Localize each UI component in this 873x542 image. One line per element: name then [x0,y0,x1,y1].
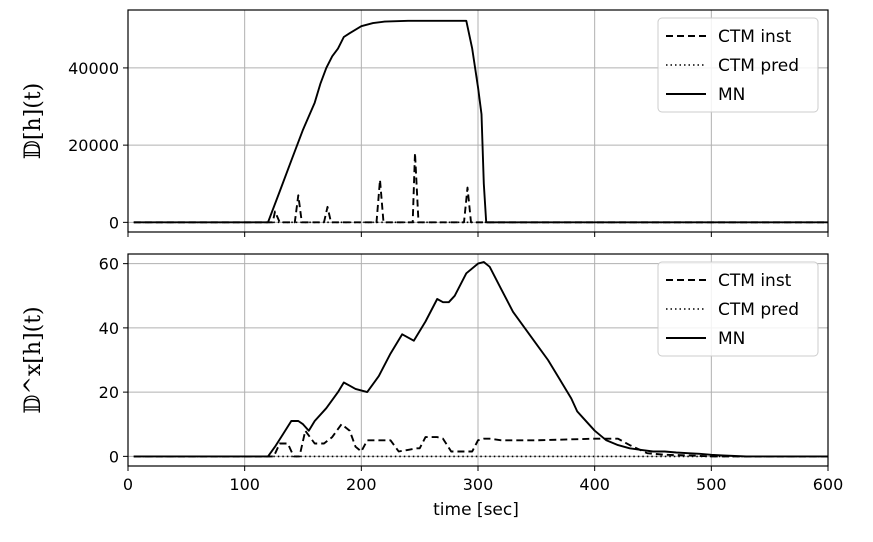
top-legend: CTM inst CTM pred MN [657,17,819,113]
legend-label: MN [718,85,745,105]
bottom-ticks: 0 100 200 300 400 500 600 0 20 40 60 [99,255,844,494]
bottom-panel: 0 100 200 300 400 500 600 0 20 40 60 𝔻^x[h](t) CTM… [21,253,844,494]
x-tick-label: 300 [463,475,494,494]
y-tick-label: 0 [109,213,119,232]
bottom-legend: CTM inst CTM pred MN [657,261,819,357]
legend-label: CTM pred [718,300,799,320]
top-y-axis-label: 𝔻[h](t) [21,83,46,159]
x-tick-label: 600 [813,475,844,494]
series-line-mn [133,19,828,224]
series-line-ctm-inst [133,423,828,458]
legend-box [657,17,819,113]
x-tick-label: 200 [346,475,377,494]
series-line-ctm-inst [133,151,828,224]
x-tick-label: 500 [696,475,727,494]
legend-label: CTM inst [718,271,792,291]
x-axis-label: time [sec] [433,500,519,520]
y-tick-label: 40 [99,319,119,338]
y-tick-label: 60 [99,255,119,274]
top-series-lines [133,19,828,224]
y-tick-label: 0 [109,447,119,466]
legend-label: CTM pred [718,56,799,76]
y-tick-label: 40000 [68,59,119,78]
legend-box [657,261,819,357]
bottom-axes-frame [127,253,829,467]
x-tick-label: 100 [229,475,260,494]
x-tick-label: 400 [579,475,610,494]
x-tick-label: 0 [123,475,133,494]
top-axes-frame [127,9,829,233]
bottom-series-lines [133,261,828,458]
bottom-y-axis-label: 𝔻^x[h](t) [21,306,46,413]
legend-label: CTM inst [718,27,792,47]
y-tick-label: 20000 [68,136,119,155]
legend-label: MN [718,329,745,349]
series-line-mn [133,261,828,458]
top-ticks: 0 20000 40000 [68,59,829,237]
top-panel: 0 20000 40000 𝔻[h](t) CTM inst CTM pred MN [21,9,829,237]
y-tick-label: 20 [99,383,119,402]
